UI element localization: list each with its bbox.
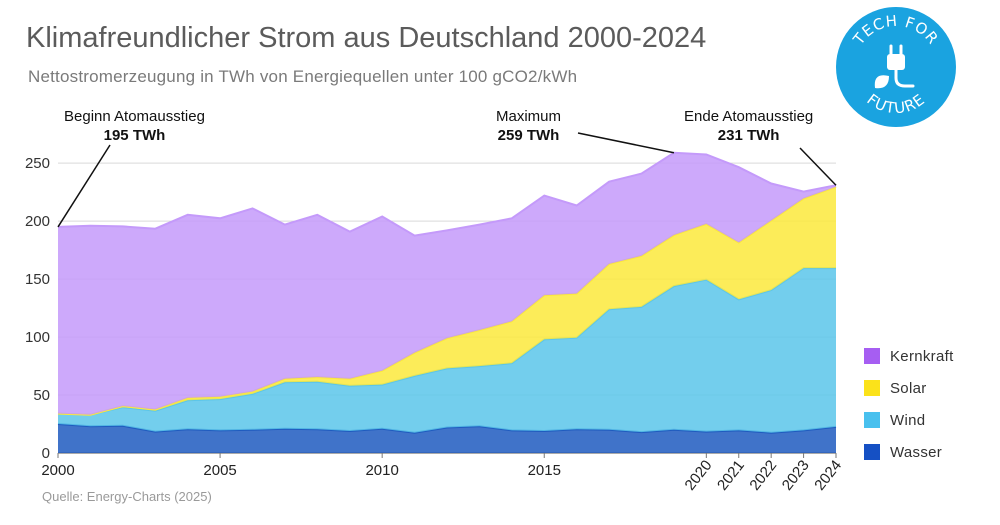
tech-for-future-logo: TECH FOR FUTURE — [836, 7, 956, 127]
x-tick-label: 2024 — [811, 457, 845, 494]
stacked-areas — [57, 151, 837, 453]
legend-item-solar: Solar — [864, 372, 954, 404]
chart-subtitle: Nettostromerzeugung in TWh von Energiequ… — [28, 67, 578, 86]
annotation-maximum: Maximum 259 TWh — [496, 107, 561, 145]
x-tick-label: 2022 — [746, 457, 780, 494]
x-tick-label: 2010 — [365, 462, 398, 479]
y-tick-label: 50 — [33, 387, 50, 404]
legend-item-wind: Wind — [864, 404, 954, 436]
legend-label-kernkraft: Kernkraft — [890, 347, 954, 365]
legend-label-wind: Wind — [890, 411, 926, 429]
legend-swatch-solar — [864, 380, 880, 396]
y-tick-label: 100 — [25, 329, 50, 346]
x-tick-label: 2021 — [714, 457, 748, 494]
legend-label-solar: Solar — [890, 379, 927, 397]
y-tick-label: 150 — [25, 271, 50, 288]
area-wind — [58, 268, 836, 433]
legend-swatch-kernkraft — [864, 348, 880, 364]
x-tick-label: 2000 — [41, 462, 74, 479]
x-tick-label: 2020 — [682, 457, 716, 494]
y-tick-label: 0 — [42, 445, 50, 462]
annotation-beginn: Beginn Atomausstieg 195 TWh — [64, 107, 205, 145]
source-note: Quelle: Energy-Charts (2025) — [42, 489, 212, 504]
annotation-ende-label: Ende Atomausstieg — [684, 108, 814, 125]
annotation-leader-lines — [57, 132, 837, 228]
annotation-ende: Ende Atomausstieg 231 TWh — [684, 107, 813, 145]
legend-item-wasser: Wasser — [864, 436, 954, 468]
annotation-leader-line — [577, 132, 675, 154]
legend-item-kernkraft: Kernkraft — [864, 340, 954, 372]
annotation-beginn-value: 195 TWh — [103, 127, 166, 144]
y-tick-label: 250 — [25, 155, 50, 172]
legend-label-wasser: Wasser — [890, 443, 943, 461]
annotation-leader-line — [799, 147, 837, 186]
x-tick-label: 2023 — [779, 457, 813, 494]
legend-swatch-wind — [864, 412, 880, 428]
area-kernkraft — [58, 152, 836, 415]
x-tick-label: 2005 — [203, 462, 236, 479]
annotation-maximum-label: Maximum — [496, 108, 562, 125]
x-tick-label: 2015 — [528, 462, 561, 479]
annotation-maximum-value: 259 TWh — [497, 127, 560, 144]
legend-swatch-wasser — [864, 444, 880, 460]
y-tick-label: 200 — [25, 213, 50, 230]
chart-title: Klimafreundlicher Strom aus Deutschland … — [26, 22, 707, 54]
legend: Kernkraft Solar Wind Wasser — [864, 340, 954, 468]
area-wasser — [58, 424, 836, 453]
y-tick-labels: 0 50 100 150 200 250 — [25, 155, 50, 462]
plug-leaf-icon — [874, 44, 915, 89]
area-edge-kernkraft — [57, 151, 837, 237]
annotation-ende-value: 231 TWh — [717, 127, 780, 144]
annotation-leader-line — [57, 144, 111, 228]
annotation-beginn-label: Beginn Atomausstieg — [64, 108, 205, 125]
